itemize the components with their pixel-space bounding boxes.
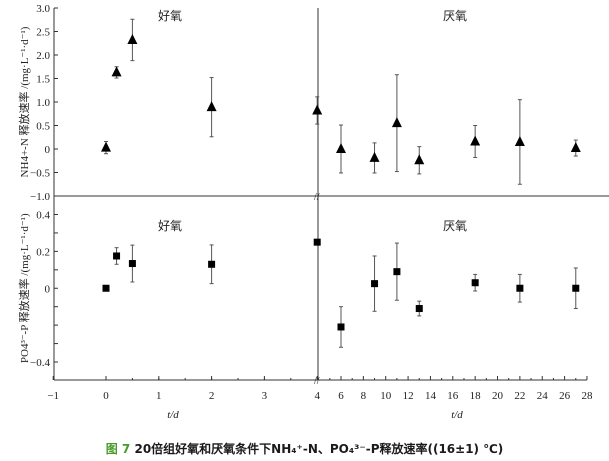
data-point-triangle (470, 135, 481, 146)
y-tick-label: 2.0 (36, 50, 50, 62)
y-tick-label: −0.4 (30, 357, 50, 369)
x-tick-label: 20 (492, 390, 504, 402)
x-tick-label: 28 (581, 390, 593, 402)
y-tick-label: 1.5 (36, 74, 50, 86)
data-point-square (337, 323, 345, 331)
axis-break-mark: // (314, 376, 320, 387)
axis-break-mark: // (314, 192, 320, 203)
y-tick-label: 2.5 (36, 27, 50, 39)
data-point-triangle (336, 143, 346, 153)
x-tick-label: 10 (380, 390, 392, 402)
data-point-square (102, 284, 110, 292)
x-tick-label: 26 (559, 390, 571, 402)
x-axis-label: t/d (167, 409, 179, 421)
y-axis-label: NH4+-N 释放速率 /(mg·L⁻¹·d⁻¹) (17, 26, 31, 177)
x-tick-label: 4 (314, 390, 320, 402)
x-axis-label: t/d (451, 409, 463, 421)
y-tick-label: −0.5 (30, 168, 50, 180)
data-point-triangle (414, 154, 425, 165)
data-point-square (572, 284, 580, 292)
data-point-square (113, 252, 121, 260)
data-point-square (371, 280, 379, 288)
x-tick-label: 0 (103, 390, 109, 402)
data-point-square (128, 260, 136, 268)
data-point-triangle (391, 117, 402, 128)
y-tick-label: 0 (45, 283, 51, 295)
data-point-square (415, 305, 423, 313)
anaerobic-label: 厌氧 (443, 9, 467, 23)
figure-caption: 图 7 20倍组好氧和厌氧条件下NH₄⁺-N、PO₄³⁻-P释放速率((16±1… (0, 440, 609, 457)
x-tick-label: 2 (209, 390, 215, 402)
data-point-square (208, 260, 216, 268)
y-tick-label: 0.5 (36, 121, 50, 133)
y-tick-label: 1.0 (36, 97, 50, 109)
data-point-square (313, 238, 321, 246)
x-tick-label: 18 (470, 390, 482, 402)
release-rate-chart: // // 3.0 2.5 2.0 1.5 1.0 0.5 0 −0.5 −1.0 NH4+-N 释放… (17, 3, 609, 421)
x-tick-label: 12 (403, 390, 414, 402)
data-point-triangle (206, 101, 217, 112)
x-tick-label: −1 (47, 390, 59, 402)
y-tick-label: 0 (45, 144, 51, 156)
aerobic-label: 好氧 (158, 219, 182, 233)
y-axis-label: PO4³⁻-P 释放速率 /(mg·L⁻¹·d⁻¹) (17, 213, 31, 363)
data-point-triangle (369, 151, 380, 162)
data-point-triangle (111, 66, 122, 77)
x-tick-label: 3 (262, 390, 268, 402)
data-point-triangle (570, 142, 581, 153)
x-tick-label: 14 (425, 390, 437, 402)
data-point-triangle (312, 104, 323, 115)
data-point-triangle (514, 135, 525, 146)
x-tick-label: 6 (338, 390, 344, 402)
y-tick-label: 3.0 (36, 3, 50, 15)
figure-label: 图 7 (105, 442, 131, 456)
data-point-square (471, 279, 479, 287)
aerobic-label: 好氧 (158, 9, 182, 23)
y-tick-label: 0.2 (36, 246, 50, 258)
anaerobic-label: 厌氧 (443, 219, 467, 233)
x-tick-label: 16 (447, 390, 459, 402)
x-tick-label: 1 (156, 390, 162, 402)
y-tick-label: −1.0 (30, 191, 50, 203)
caption-text: 20倍组好氧和厌氧条件下NH₄⁺-N、PO₄³⁻-P释放速率((16±1) ℃) (134, 442, 504, 456)
data-point-square (393, 268, 401, 276)
data-point-square (516, 284, 524, 292)
y-tick-label: 0.4 (36, 209, 50, 221)
x-tick-label: 22 (514, 390, 525, 402)
data-point-triangle (127, 33, 138, 44)
x-tick-label: 24 (537, 390, 549, 402)
data-point-triangle (101, 141, 111, 152)
x-tick-label: 8 (361, 390, 367, 402)
